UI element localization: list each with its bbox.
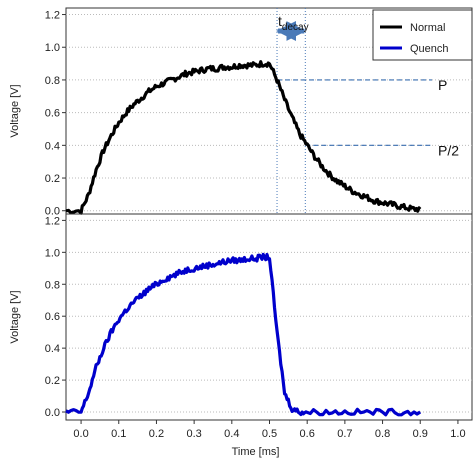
x-tick-label: 0.7 xyxy=(337,428,352,440)
x-tick-label: 0.2 xyxy=(149,428,164,440)
panel-2-frame xyxy=(65,213,473,421)
y-tick-label: 0.6 xyxy=(45,311,60,323)
series-line-quench xyxy=(65,252,422,417)
y-tick-label: 1.2 xyxy=(45,215,60,227)
y-tick-label: 0.6 xyxy=(45,108,60,120)
level-label: P/2 xyxy=(438,142,459,158)
y-tick-label: 1.0 xyxy=(45,247,60,259)
y-tick-label: 0.8 xyxy=(45,75,60,87)
x-tick-label: 0.8 xyxy=(375,428,390,440)
x-tick-label: 0.1 xyxy=(111,428,126,440)
x-axis-title: Time [ms] xyxy=(232,446,280,458)
series-line-normal xyxy=(65,60,422,215)
x-tick-label: 0.6 xyxy=(300,428,315,440)
t-decay-label: tdecay xyxy=(278,13,309,33)
y-tick-label: 0.0 xyxy=(45,407,60,419)
y-tick-label: 0.8 xyxy=(45,279,60,291)
y-tick-label: 0.4 xyxy=(45,140,60,152)
legend-box xyxy=(372,9,473,61)
y-axis-title: Voltage [V] xyxy=(9,290,21,343)
y-tick-label: 0.4 xyxy=(45,343,60,355)
legend-label: Quench xyxy=(410,43,449,55)
t-decay-subscript: decay xyxy=(282,22,309,33)
x-tick-label: 0.9 xyxy=(413,428,428,440)
legend-label: Normal xyxy=(410,22,445,34)
y-tick-label: 0.2 xyxy=(45,173,60,185)
y-axis-title: Voltage [V] xyxy=(9,84,21,137)
x-tick-label: 0.0 xyxy=(73,428,88,440)
x-tick-label: 0.5 xyxy=(262,428,277,440)
t-decay-main: t xyxy=(278,13,282,29)
x-tick-label: 0.4 xyxy=(224,428,239,440)
level-label: P xyxy=(438,77,447,93)
y-tick-label: 0.2 xyxy=(45,375,60,387)
x-tick-label: 1.0 xyxy=(450,428,465,440)
x-tick-label: 0.3 xyxy=(186,428,201,440)
y-tick-label: 1.0 xyxy=(45,42,60,54)
y-tick-label: 1.2 xyxy=(45,10,60,22)
y-tick-label: 0.0 xyxy=(45,206,60,218)
legend: Normal Quench xyxy=(372,9,473,61)
